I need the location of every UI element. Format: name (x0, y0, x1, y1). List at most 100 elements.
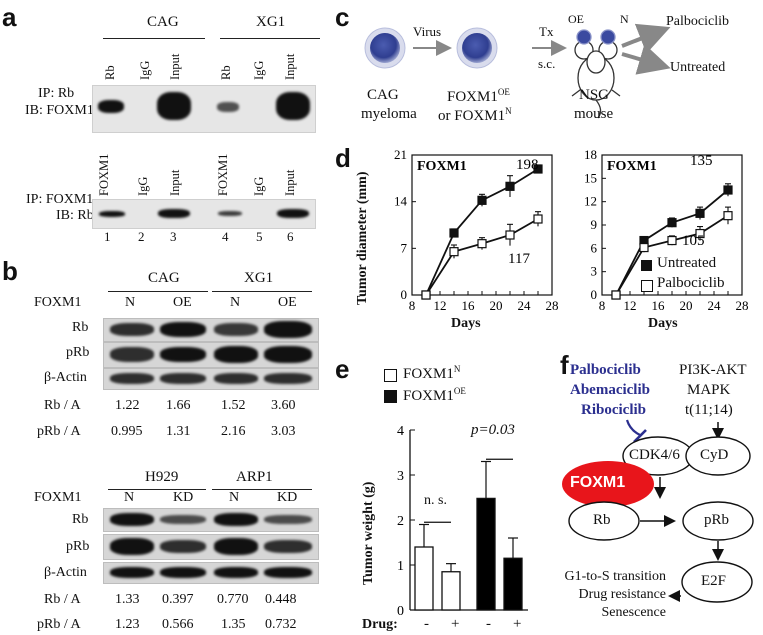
bar (503, 557, 523, 611)
outcome-label: Senescence (601, 605, 666, 620)
legend-label: FOXM1N (403, 364, 461, 382)
lane-label: IgG (252, 176, 266, 196)
y-tick-label: 0 (397, 604, 404, 619)
x-tick-label: 28 (546, 298, 559, 313)
quant-label: Rb / A (44, 592, 81, 607)
arrow (621, 23, 671, 54)
x-tick-label: 16 (652, 298, 666, 313)
cell2-line2: or FOXM1N (438, 106, 512, 124)
rb-label: Rb (593, 512, 611, 528)
quant-value: 0.397 (162, 592, 194, 607)
condition-label: N (124, 490, 135, 505)
legend-label: Palbociclib (657, 275, 725, 291)
panel-b-label: b (2, 256, 18, 286)
tumor-diameter-chart-n: 812162024280369121518FOXM1N135105 (584, 147, 749, 313)
wb-prb (103, 342, 319, 368)
end-value-annotation: 135 (690, 153, 713, 169)
group-underline (220, 38, 320, 39)
end-value-annotation: 105 (682, 233, 705, 249)
x-axis-label: Days (451, 316, 481, 331)
x-tick-label: 12 (434, 298, 447, 313)
quant-value: 0.770 (217, 592, 249, 607)
chart-title: FOXM1 (417, 159, 467, 174)
data-point (667, 218, 677, 228)
lane-label: IgG (138, 60, 152, 80)
lane-number: 5 (256, 229, 263, 244)
group-label-xg1: XG1 (244, 270, 274, 286)
bar (441, 571, 461, 611)
panel-c-label: c (335, 2, 350, 32)
lane-label: Input (283, 169, 297, 196)
arrow (621, 43, 671, 75)
condition-label: N (230, 295, 241, 310)
mouse-label: NSG (579, 87, 610, 103)
x-tick-label: 20 (680, 298, 693, 313)
legend-marker-untreated (641, 260, 652, 271)
panel-a-label: a (2, 2, 17, 32)
blot-row-label: β-Actin (44, 370, 87, 385)
quant-value: 2.16 (221, 424, 246, 439)
quant-value: 1.66 (166, 398, 191, 413)
y-tick-label: 9 (591, 217, 598, 232)
y-tick-label: 14 (394, 194, 408, 209)
tumor-diameter-chart-oe: 81216202428071421FOXM1OE198117 (394, 147, 559, 313)
blot-row-label: β-Actin (44, 565, 87, 580)
e2f-label: E2F (701, 573, 727, 589)
data-point (695, 228, 705, 239)
inhibition-arc (625, 419, 641, 436)
legend-marker-foxm1n (384, 369, 397, 382)
tumor-weight-chart: 0 1 2 3 4 (397, 424, 528, 619)
y-tick-label: 0 (401, 287, 408, 302)
drug-palbociclib: Palbociclib (570, 362, 641, 378)
end-value-annotation: 198 (516, 157, 539, 173)
quant-label: pRb / A (37, 617, 81, 632)
plot-frame (411, 154, 553, 296)
pvalue-annotation: p=0.03 (471, 422, 515, 438)
group-label-cag: CAG (148, 270, 180, 286)
data-point (505, 230, 515, 240)
x-tick-label: 8 (409, 298, 416, 313)
y-tick-label: 6 (591, 240, 598, 255)
group-label-h929: H929 (145, 469, 179, 485)
y-tick-label: 2 (397, 514, 404, 529)
quant-value: 0.995 (111, 424, 143, 439)
cyd-label: CyD (700, 447, 729, 463)
wb-prb (103, 534, 319, 560)
quant-value: 1.31 (166, 424, 191, 439)
wb-actin (103, 368, 319, 390)
ip-rb-blot (92, 85, 316, 133)
cdk46-label: CDK4/6 (629, 447, 680, 463)
condition-label: OE (278, 295, 297, 310)
condition-label: KD (173, 490, 194, 505)
data-point (723, 211, 733, 221)
group-underline (108, 291, 208, 292)
mouse-tag-oe: OE (568, 12, 584, 26)
wb-rb (103, 508, 319, 532)
quant-label: Rb / A (44, 398, 81, 413)
group-underline (212, 489, 312, 490)
mouse-label: mouse (574, 106, 614, 122)
y-tick-label: 7 (401, 240, 408, 255)
quant-value: 1.23 (115, 617, 140, 632)
lane-number: 3 (170, 229, 177, 244)
lane-label: IgG (252, 60, 266, 80)
y-tick-label: 1 (397, 559, 404, 574)
group-underline (108, 489, 206, 490)
wb-actin (103, 562, 319, 584)
ns-annotation: n. s. (424, 493, 447, 508)
y-axis-label: Tumor weight (g) (361, 481, 376, 585)
quant-value: 0.566 (162, 617, 194, 632)
cell2-line1: FOXM1OE (447, 87, 510, 105)
y-tick-label: 18 (584, 147, 597, 162)
row-label-foxm1: FOXM1 (34, 490, 82, 505)
quant-value: 1.35 (221, 617, 246, 632)
y-tick-label: 3 (397, 469, 404, 484)
condition-label: N (125, 295, 136, 310)
lane-label: Input (168, 169, 182, 196)
lane-label: Input (283, 53, 297, 80)
cell-label: CAG (367, 87, 399, 103)
quant-value: 1.52 (221, 398, 246, 413)
condition-label: N (229, 490, 240, 505)
x-tick-label: 24 (518, 298, 532, 313)
data-point (639, 242, 649, 253)
